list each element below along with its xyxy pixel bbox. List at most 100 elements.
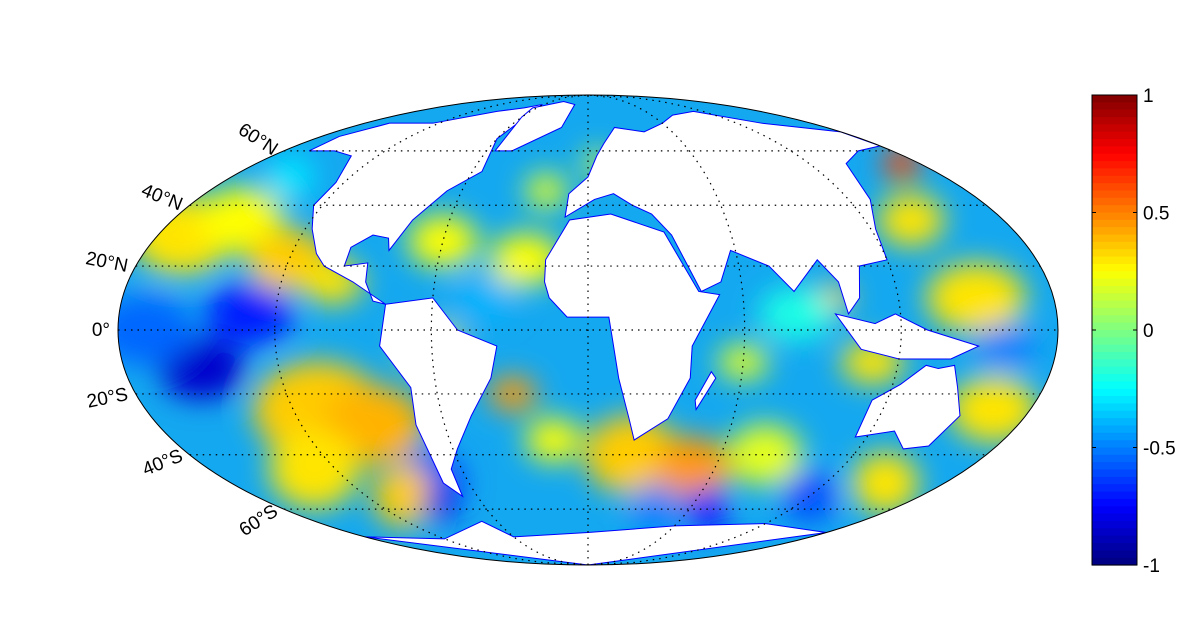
- map-globe: [118, 95, 1058, 565]
- field-anomaly: [655, 436, 732, 503]
- colorbar-segment: [1092, 234, 1137, 243]
- colorbar-scale: [1092, 95, 1137, 566]
- field-anomaly: [926, 262, 1026, 334]
- colorbar-segment: [1092, 498, 1137, 507]
- meridian-line: [430, 95, 589, 565]
- colorbar-segment: [1092, 197, 1137, 206]
- colorbar-tick-label: 0: [1143, 321, 1154, 342]
- map-frame: [117, 94, 1059, 566]
- colorbar-segment: [1092, 491, 1137, 500]
- colorbar-segment: [1092, 109, 1137, 118]
- colorbar-segment: [1092, 535, 1137, 544]
- colorbar-segment: [1092, 95, 1137, 103]
- land-madagascar: [694, 370, 717, 412]
- latitude-label: 20°S: [85, 384, 130, 413]
- colorbar-segment: [1092, 462, 1137, 471]
- colorbar-segment: [1092, 219, 1137, 228]
- colorbar-segment: [1092, 425, 1137, 434]
- field-anomaly: [268, 429, 360, 509]
- field-anomaly: [525, 418, 582, 463]
- field-anomaly: [782, 469, 836, 523]
- colorbar-tick-label: -1: [1143, 556, 1160, 577]
- colorbar-segment: [1092, 315, 1137, 324]
- colorbar-segment: [1092, 263, 1137, 272]
- colorbar-segment: [1092, 396, 1137, 405]
- colorbar-segment: [1092, 513, 1137, 522]
- land-eurasia: [564, 110, 888, 316]
- colorbar-segment: [1092, 418, 1137, 427]
- colorbar-segment: [1092, 476, 1137, 485]
- colorbar-segment: [1092, 183, 1137, 192]
- colorbar-segment: [1092, 285, 1137, 294]
- latitude-label: 40°S: [140, 446, 186, 481]
- meridian-line: [587, 95, 746, 565]
- colorbar-segment: [1092, 542, 1137, 551]
- colorbar-segment: [1092, 344, 1137, 353]
- field-anomaly: [205, 283, 294, 345]
- colorbar-segment: [1092, 330, 1137, 338]
- colorbar-segment: [1092, 352, 1137, 360]
- colorbar-segment: [1092, 366, 1137, 375]
- colorbar-tick-label: 1: [1143, 86, 1154, 107]
- colorbar-segment: [1092, 432, 1137, 441]
- colorbar-segment: [1092, 205, 1137, 214]
- latitude-label: 40°N: [138, 180, 185, 215]
- field-anomaly: [758, 287, 834, 341]
- colorbar-segment: [1092, 322, 1137, 331]
- colorbar-segment: [1092, 102, 1137, 111]
- colorbar-segment: [1092, 249, 1137, 258]
- colorbar-tick-label: -0.5: [1143, 439, 1176, 460]
- colorbar: 1 0.5 0 -0.5 -1: [1091, 86, 1176, 577]
- colorbar-segment: [1092, 359, 1137, 368]
- land-south-america: [379, 297, 498, 498]
- latitude-label: 60°S: [236, 501, 282, 541]
- colorbar-segment: [1092, 469, 1137, 478]
- colorbar-segment: [1092, 307, 1137, 316]
- land-indonesia: [834, 313, 981, 360]
- colorbar-segment: [1092, 139, 1137, 148]
- colorbar-segment: [1092, 410, 1137, 419]
- colorbar-segment: [1092, 293, 1137, 302]
- colorbar-segment: [1092, 175, 1137, 184]
- colorbar-segment: [1092, 131, 1137, 140]
- field-anomaly: [266, 154, 315, 199]
- field-anomaly: [877, 193, 945, 247]
- field-anomaly: [718, 344, 769, 380]
- colorbar-segment: [1092, 146, 1137, 155]
- colorbar-segment: [1092, 190, 1137, 199]
- colorbar-segment: [1092, 381, 1137, 390]
- latitude-label: 0°: [92, 320, 110, 341]
- land-antarctica: [364, 520, 827, 565]
- colorbar-segment: [1092, 124, 1137, 133]
- colorbar-segment: [1092, 256, 1137, 265]
- colorbar-segment: [1092, 117, 1137, 125]
- field-anomaly: [422, 486, 456, 522]
- colorbar-segment: [1092, 278, 1137, 287]
- colorbar-segment: [1092, 403, 1137, 412]
- colorbar-segment: [1092, 557, 1137, 566]
- land-masses: [308, 100, 981, 565]
- colorbar-segment: [1092, 447, 1137, 456]
- graticule: [118, 95, 1058, 565]
- field-anomaly: [525, 173, 567, 209]
- colorbar-segment: [1092, 337, 1137, 346]
- latitude-label: 60°N: [234, 119, 281, 160]
- field-anomaly: [973, 324, 1037, 369]
- colorbar-segment: [1092, 374, 1137, 383]
- colorbar-segment: [1092, 440, 1137, 449]
- colorbar-segment: [1092, 227, 1137, 236]
- colorbar-segment: [1092, 506, 1137, 515]
- colorbar-segment: [1092, 241, 1137, 250]
- land-australia: [854, 364, 961, 450]
- field-anomaly: [686, 487, 727, 532]
- field-anomaly: [851, 452, 919, 514]
- colorbar-segment: [1092, 153, 1137, 162]
- field-anomaly: [408, 214, 478, 268]
- field-anomaly: [372, 465, 435, 528]
- colorbar-segment: [1092, 550, 1137, 559]
- field-anomaly: [949, 376, 1038, 443]
- land-africa: [544, 213, 721, 441]
- colorbar-segment: [1092, 388, 1137, 397]
- colorbar-segment: [1092, 271, 1137, 280]
- colorbar-segment: [1092, 300, 1137, 309]
